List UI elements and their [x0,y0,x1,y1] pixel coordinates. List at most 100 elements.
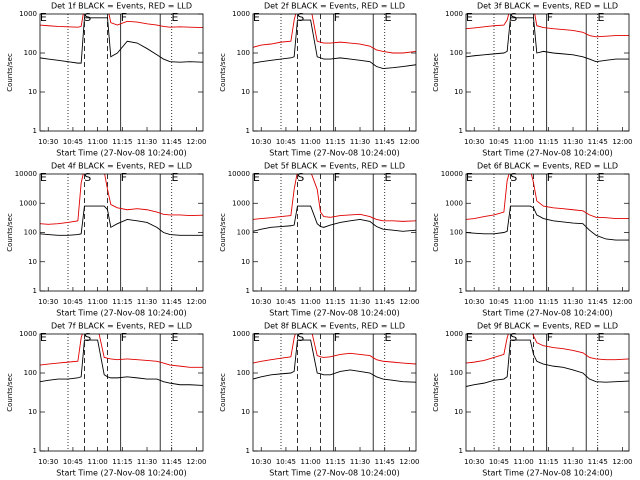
plot-area [40,334,203,451]
x-tick-label: 12:00 [186,138,206,146]
y-tick-label: 10 [28,258,37,266]
y-tick-label: 100 [450,229,463,237]
y-axis-label: Counts/sec [432,213,440,252]
y-axis-label: Counts/sec [6,53,14,92]
x-tick-label: 11:30 [563,458,583,466]
plot-area [253,174,416,291]
x-tick-label: 11:30 [137,138,157,146]
x-tick-label: 10:30 [464,298,484,306]
y-tick-label: 10 [454,258,463,266]
annotation: E [40,331,47,344]
chart-title: Det 6f BLACK = Events, RED = LLD [477,162,618,171]
x-tick-label: 10:30 [38,298,58,306]
annotation: F [121,11,127,24]
x-axis-label: Start Time (27-Nov-08 10:24:00) [56,469,186,478]
y-tick-label: 100 [24,369,37,377]
x-tick-label: 11:30 [563,138,583,146]
chart-title: Det 1f BLACK = Events, RED = LLD [51,2,192,11]
y-tick-label: 1 [246,447,250,455]
x-tick-label: 11:30 [137,298,157,306]
x-axis-label: Start Time (27-Nov-08 10:24:00) [269,149,399,158]
panel: Det 7f BLACK = Events, RED = LLD Start Ti… [6,322,207,478]
x-axis-label: Start Time (27-Nov-08 10:24:00) [482,309,612,318]
series-line [253,19,416,69]
x-tick-label: 10:45 [63,298,83,306]
annotation: E [253,331,260,344]
x-tick-label: 11:45 [162,298,182,306]
annotation: F [334,11,340,24]
y-tick-label: 10000 [441,170,463,178]
x-tick-label: 11:00 [88,458,108,466]
x-tick-label: 12:00 [399,458,419,466]
y-tick-label: 10000 [15,170,37,178]
annotation: E [385,11,392,24]
chart-title: Det 4f BLACK = Events, RED = LLD [51,162,192,171]
y-tick-label: 1 [246,287,250,295]
plot-area [40,14,203,131]
x-tick-label: 10:30 [464,138,484,146]
y-tick-label: 100 [24,229,37,237]
series-line [466,205,629,241]
y-tick-label: 100 [237,49,250,57]
annotation: E [172,331,179,344]
series-line [253,14,416,54]
x-axis-label: Start Time (27-Nov-08 10:24:00) [56,309,186,318]
annotation: E [253,11,260,24]
chart-title: Det 5f BLACK = Events, RED = LLD [264,162,405,171]
chart-title: Det 9f BLACK = Events, RED = LLD [477,322,618,331]
plot-area [40,174,203,291]
y-tick-label: 1 [33,287,37,295]
y-tick-label: 1000 [445,330,463,338]
panel: Det 8f BLACK = Events, RED = LLD Start Ti… [219,322,420,478]
y-tick-label: 100 [237,369,250,377]
chart-title: Det 8f BLACK = Events, RED = LLD [264,322,405,331]
x-tick-label: 10:45 [63,138,83,146]
plot-frame [252,173,417,292]
x-tick-label: 11:15 [538,458,558,466]
series-line [40,334,203,368]
y-axis-label: Counts/sec [219,373,227,412]
y-tick-label: 100 [24,49,37,57]
plot-area [466,14,629,131]
chart-title: Det 3f BLACK = Events, RED = LLD [477,2,618,11]
x-tick-label: 11:15 [325,458,345,466]
x-tick-label: 12:00 [399,138,419,146]
y-tick-label: 10 [241,258,250,266]
annotation: E [598,331,605,344]
panel: Det 9f BLACK = Events, RED = LLD Start Ti… [432,322,633,478]
x-tick-label: 12:00 [612,298,632,306]
annotation: E [466,331,473,344]
x-axis-label: Start Time (27-Nov-08 10:24:00) [269,309,399,318]
plot-frame [252,13,417,132]
panel: Det 6f BLACK = Events, RED = LLD Start Ti… [432,162,633,318]
y-tick-label: 1 [459,287,463,295]
x-tick-label: 11:45 [375,138,395,146]
y-axis-label: Counts/sec [219,53,227,92]
x-tick-label: 11:15 [112,458,132,466]
y-tick-label: 1000 [445,199,463,207]
x-tick-label: 11:00 [88,138,108,146]
plot-frame [39,333,204,452]
series-line [466,174,629,220]
y-tick-label: 1000 [19,199,37,207]
series-line [253,334,416,365]
x-tick-label: 11:45 [588,458,608,466]
x-tick-label: 11:15 [112,298,132,306]
annotation: F [547,171,553,184]
x-tick-label: 10:30 [251,138,271,146]
y-axis-label: Counts/sec [219,213,227,252]
y-tick-label: 10 [241,88,250,96]
y-tick-label: 10 [28,408,37,416]
annotation: E [172,11,179,24]
chart-title: Det 7f BLACK = Events, RED = LLD [51,322,192,331]
x-tick-label: 11:30 [563,298,583,306]
x-tick-label: 11:30 [350,458,370,466]
series-line [466,17,629,63]
x-tick-label: 10:30 [38,138,58,146]
x-tick-label: 10:45 [276,138,296,146]
annotation: E [253,171,260,184]
x-tick-label: 11:15 [325,138,345,146]
y-tick-label: 1 [33,127,37,135]
annotation: S [84,11,91,24]
y-axis-label: Counts/sec [432,373,440,412]
